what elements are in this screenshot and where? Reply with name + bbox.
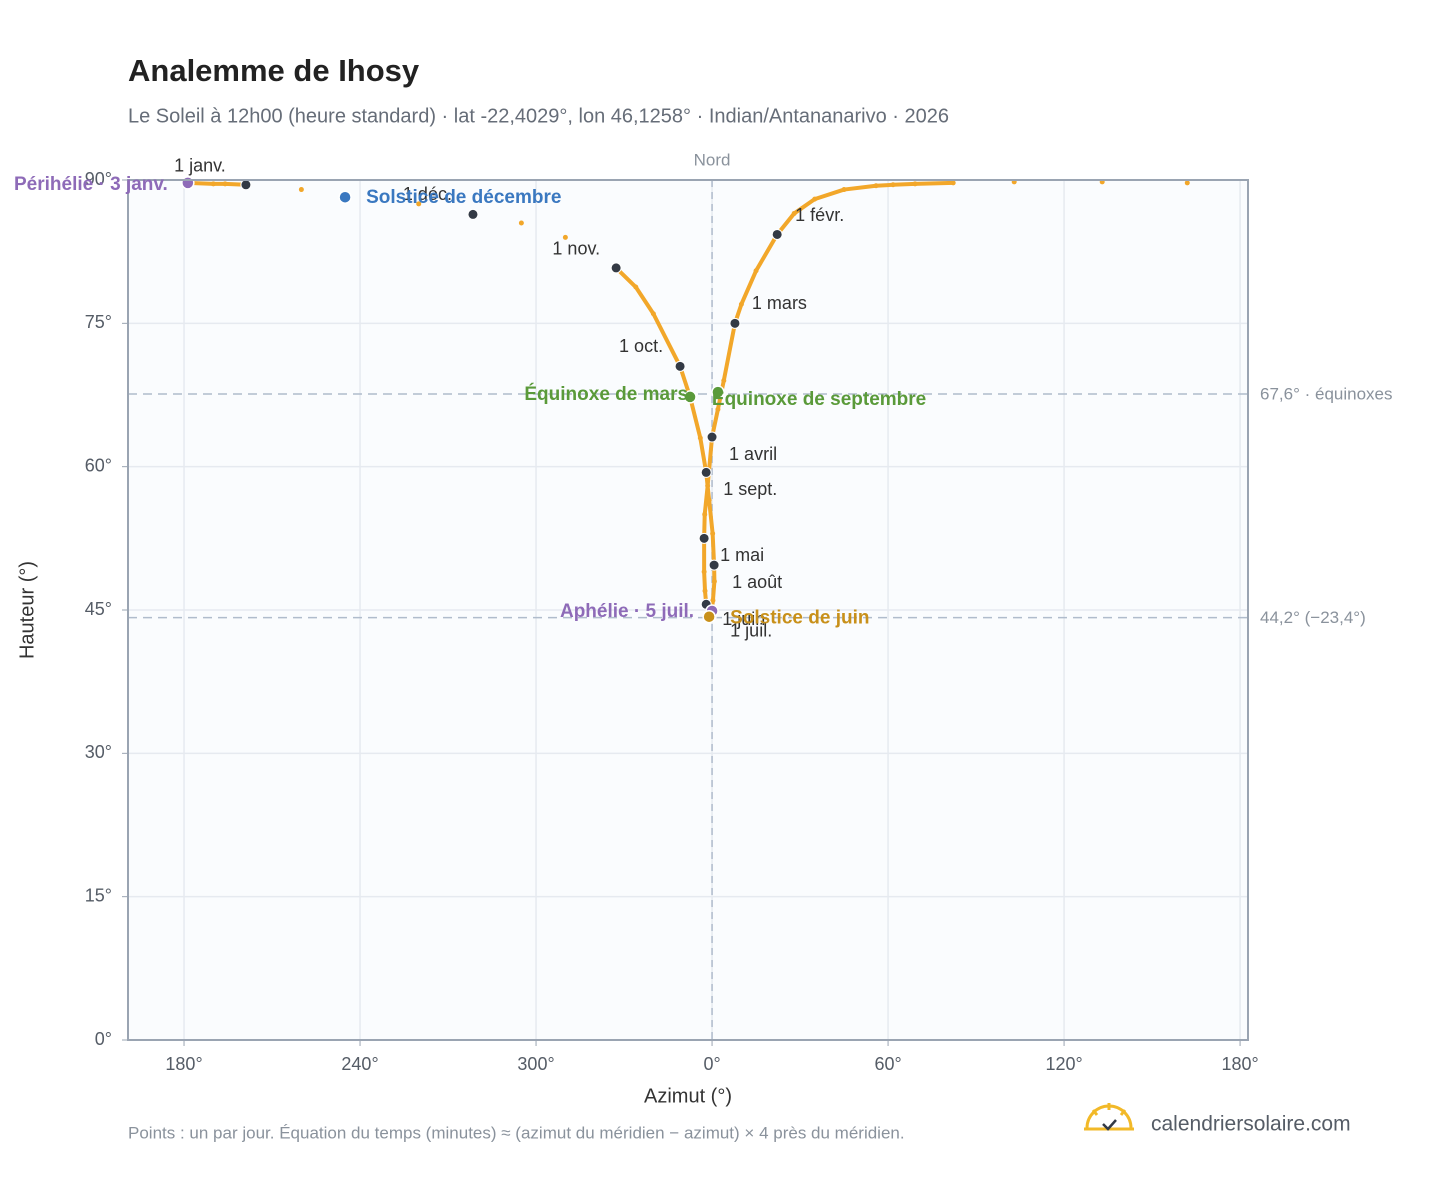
event-point (711, 385, 725, 399)
month-label: 1 mars (752, 293, 807, 313)
day-point (702, 588, 708, 594)
event-label: Aphélie · 5 juil. (560, 601, 694, 622)
footnote: Points : un par jour. Équation du temps … (128, 1123, 905, 1142)
day-point (711, 578, 717, 584)
chart-subtitle: Le Soleil à 12h00 (heure standard) · lat… (128, 105, 949, 127)
analemma-curve (187, 180, 247, 187)
month-point (674, 360, 686, 372)
y-tick-label: 90° (85, 169, 112, 189)
event-label: Équinoxe de septembre (712, 388, 926, 410)
month-point (708, 559, 720, 571)
day-point (873, 183, 879, 189)
month-point (706, 431, 718, 443)
x-tick-label: 300° (517, 1054, 554, 1074)
analemma-curve (614, 180, 954, 619)
x-tick-label: 60° (874, 1054, 901, 1074)
day-point (701, 569, 707, 575)
day-point (890, 182, 896, 188)
day-point (650, 311, 656, 317)
month-label: 1 mai (720, 545, 764, 565)
plot-frame (127, 179, 1249, 1041)
day-point (702, 511, 708, 517)
day-point (950, 180, 956, 186)
month-point (729, 317, 741, 329)
day-point (416, 201, 422, 207)
day-point (753, 268, 759, 274)
meridian-label: Nord (694, 150, 731, 169)
day-point (710, 531, 716, 537)
event-point (181, 176, 195, 190)
event-label: Solstice de décembre (366, 187, 561, 208)
day-point (222, 181, 228, 187)
y-tick-label: 45° (85, 599, 112, 619)
day-point (633, 284, 639, 290)
month-label: 1 juil. (730, 620, 772, 640)
reference-label: 67,6° · équinoxes (1260, 385, 1393, 404)
month-point (610, 262, 622, 274)
day-point (562, 234, 568, 240)
event-point (338, 190, 352, 204)
day-point (715, 406, 721, 412)
x-tick-label: 0° (703, 1054, 720, 1074)
day-point (812, 196, 818, 202)
event-point (702, 609, 716, 624)
x-tick-label: 180° (165, 1054, 202, 1074)
logo-icon (1084, 1103, 1134, 1131)
reference-label: 44,2° (−23,4°) (1260, 608, 1366, 627)
x-axis-label: Azimut (°) (644, 1085, 732, 1107)
month-label: 1 avril (729, 444, 777, 464)
y-axis-label: Hauteur (°) (16, 561, 38, 659)
source: calendriersolaire.com (1151, 1113, 1351, 1136)
y-tick-label: 75° (85, 312, 112, 332)
event-label: Solstice de juin (730, 608, 869, 629)
day-point (697, 435, 703, 441)
day-point (738, 301, 744, 307)
month-point (700, 466, 712, 478)
event-label: Périhélie · 3 janv. (14, 174, 168, 195)
day-point (721, 378, 727, 384)
event-label: Équinoxe de mars (524, 383, 688, 405)
month-label: 1 nov. (552, 239, 600, 259)
chart-title: Analemme de Ihosy (128, 53, 420, 88)
day-point (518, 220, 524, 226)
month-label: 1 sept. (723, 479, 777, 499)
month-label: 1 févr. (795, 205, 844, 225)
month-label: 1 janv. (174, 156, 226, 176)
month-label: 1 août (732, 572, 782, 592)
month-label: 1 déc. (403, 184, 452, 204)
month-point (698, 532, 710, 544)
month-point (467, 208, 479, 220)
day-point (298, 187, 304, 193)
x-tick-label: 120° (1045, 1054, 1082, 1074)
day-point (841, 187, 847, 193)
y-tick-label: 15° (85, 885, 112, 905)
y-tick-label: 30° (85, 742, 112, 762)
month-label: 1 juin (722, 609, 765, 629)
event-point (683, 390, 697, 404)
month-point (771, 228, 783, 240)
day-point (210, 181, 216, 187)
day-point (705, 483, 711, 489)
month-point (240, 179, 252, 191)
month-label: 1 oct. (619, 336, 663, 356)
x-tick-label: 240° (341, 1054, 378, 1074)
day-point (912, 181, 918, 187)
y-tick-label: 0° (95, 1029, 112, 1049)
day-point (710, 597, 716, 603)
y-tick-label: 60° (85, 455, 112, 475)
day-point (1184, 180, 1190, 186)
marks (181, 176, 1190, 624)
day-point (706, 497, 712, 503)
day-point (791, 210, 797, 216)
x-tick-label: 180° (1221, 1054, 1258, 1074)
